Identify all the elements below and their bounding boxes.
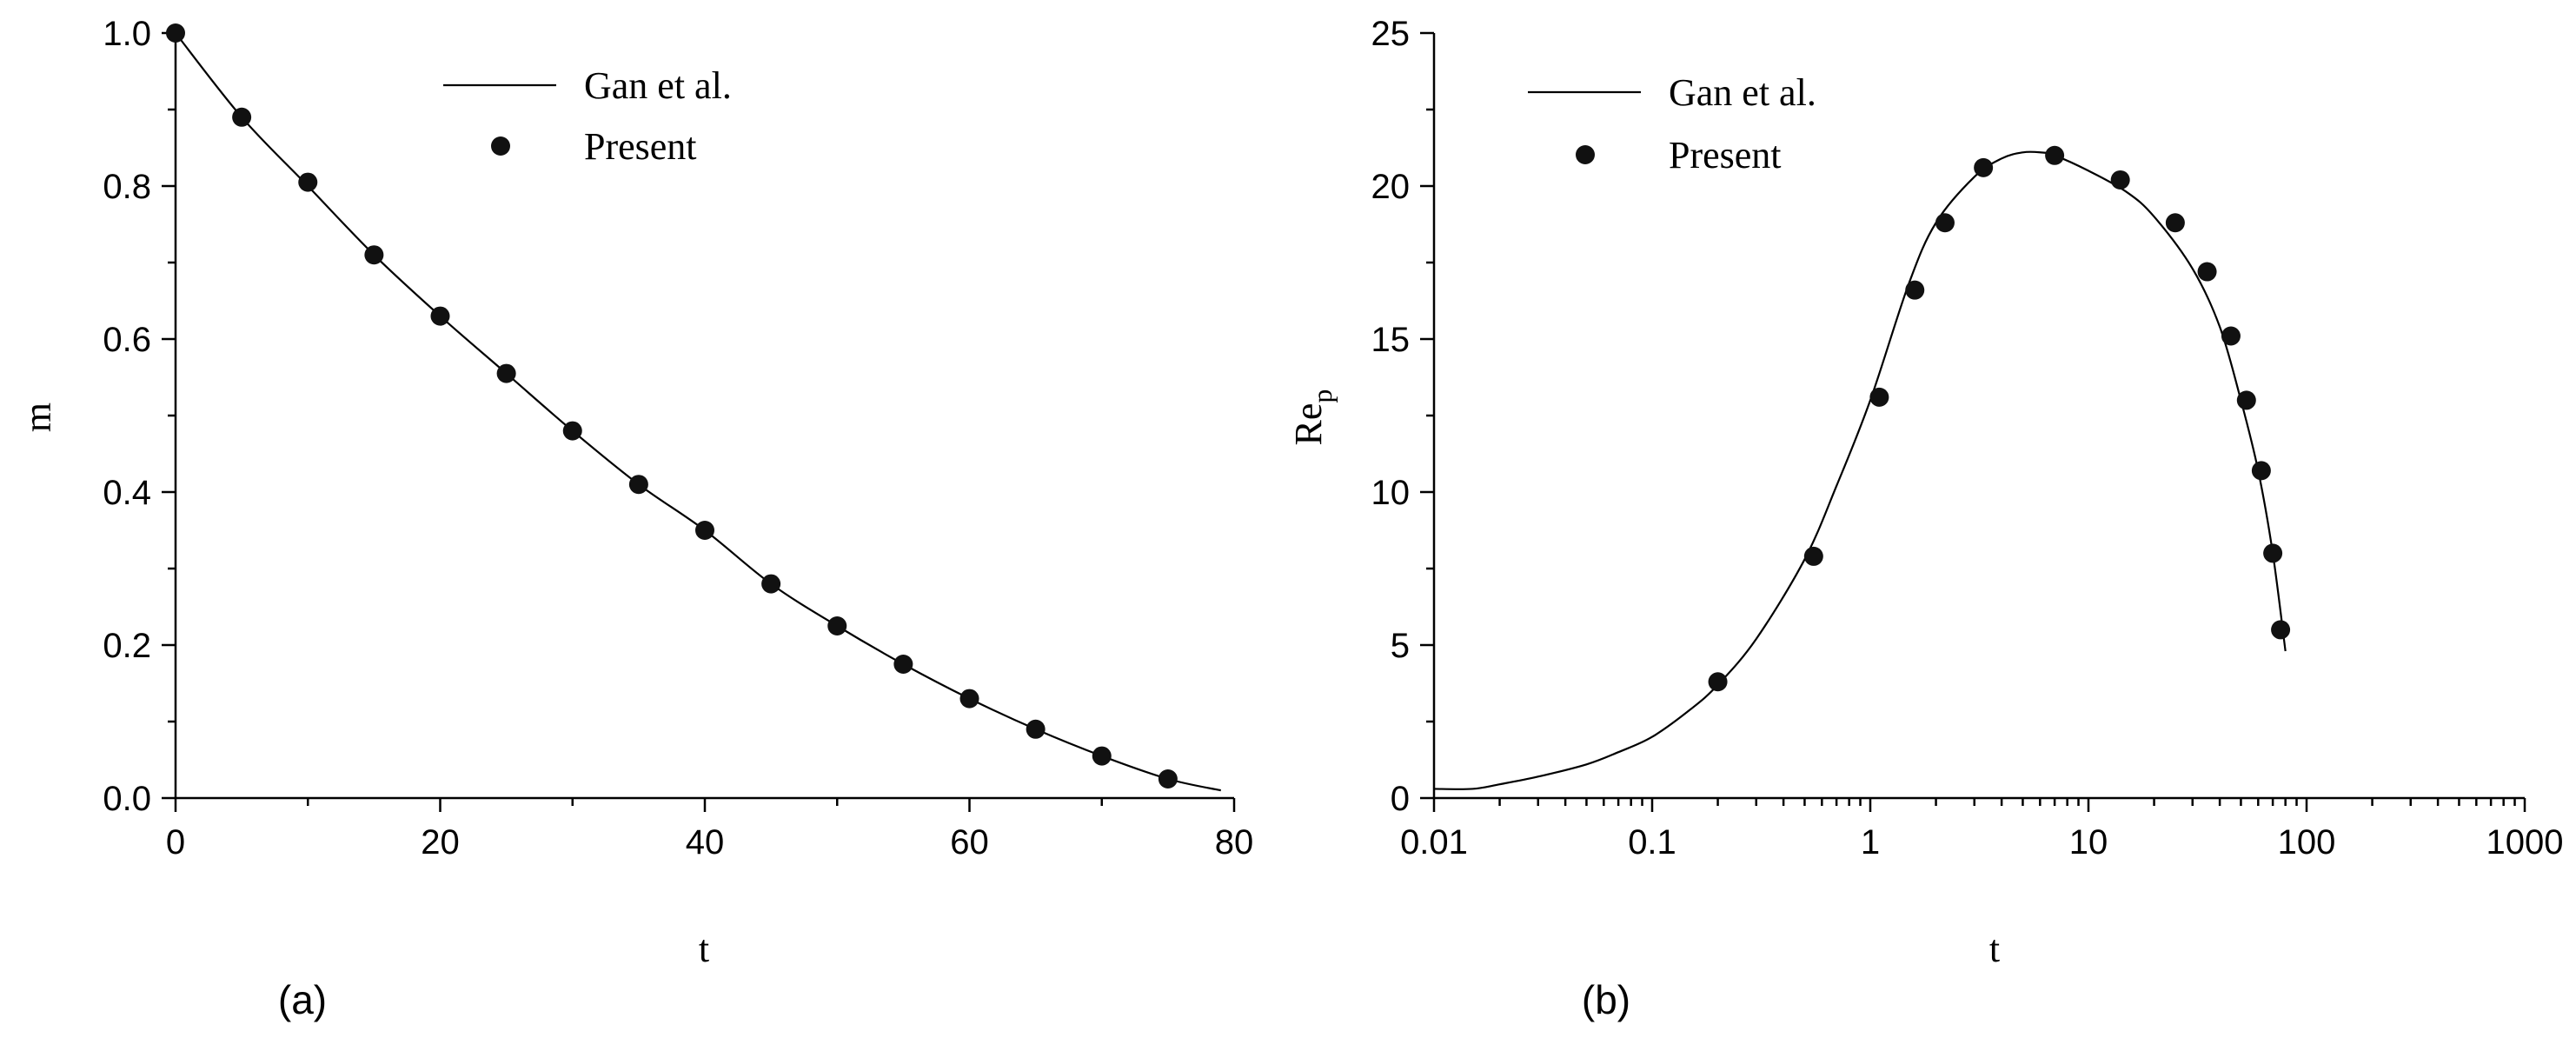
chart-b-data-point-present [1935, 213, 1955, 233]
chart-b-data-point-present [1803, 546, 1823, 566]
chart-b-data-point-present [2045, 145, 2065, 165]
chart-a-data-point-present [166, 23, 185, 43]
chart-b-x-tick-label: 0.1 [1628, 823, 1676, 862]
chart-b-data-point-present [2110, 170, 2130, 190]
chart-a-y-tick-label: 0.6 [103, 321, 151, 359]
chart-b-y-axis-title-subscript: p [1306, 389, 1338, 403]
chart-a-y-tick-label: 0.4 [103, 474, 151, 512]
chart-b-legend-marker-swatch [1576, 145, 1595, 164]
chart-a-legend: Gan et al. Present [443, 64, 732, 168]
chart-b-data-point-present [1708, 672, 1728, 692]
chart-b-y-ticks: 0 5 10 15 20 25 [1371, 15, 1434, 818]
chart-b-x-tick-label: 10 [2069, 823, 2108, 862]
chart-a-data-point-present [562, 421, 582, 441]
chart-a-data-point-present [298, 172, 318, 192]
chart-a-series-line-gan-et-al [175, 32, 1222, 792]
chart-b-y-tick-label: 25 [1371, 15, 1411, 53]
chart-a-data-point-present [1092, 746, 1112, 766]
chart-b-y-tick-label: 10 [1371, 474, 1411, 512]
chart-a-data-point-present [695, 521, 714, 540]
chart-a-data-point-present [430, 306, 450, 326]
chart-b-x-ticks: 0.01 0.1 1 10 100 1000 [1400, 798, 2563, 862]
chart-b-data-point-present [1974, 157, 1994, 177]
chart-a-x-tick-label: 60 [950, 823, 989, 862]
chart-a-data-point-present [496, 363, 516, 383]
chart-a-panel-label: (a) [278, 977, 327, 1022]
chart-b-panel-label: (b) [1582, 977, 1630, 1022]
chart-a-legend-marker-swatch [491, 136, 510, 156]
chart-a-series [166, 23, 1222, 792]
chart-b-y-axis-title-main: Re [1287, 403, 1330, 446]
chart-b-x-tick-label: 1 [1861, 823, 1880, 862]
chart-a-data-point-present [959, 689, 979, 709]
chart-panel-b: 0.01 0.1 1 10 100 1000 0 5 10 15 20 25 t Rep Gan e… [1287, 15, 2563, 1022]
chart-panel-a: 0 20 40 60 80 0.0 0.2 0.4 0.6 0.8 1.0 t m Gan et … [17, 15, 1253, 1022]
chart-a-data-point-present [364, 245, 384, 265]
chart-b-data-point-present [2263, 543, 2283, 563]
chart-a-legend-entry-gan: Gan et al. [584, 64, 732, 107]
chart-a-x-tick-label: 80 [1215, 823, 1254, 862]
chart-a-data-point-present [1026, 719, 1046, 739]
chart-b-x-tick-label: 1000 [2486, 823, 2564, 862]
chart-a-y-tick-label: 0.2 [103, 627, 151, 665]
chart-b-x-tick-label: 0.01 [1400, 823, 1468, 862]
chart-a-x-tick-label: 20 [421, 823, 460, 862]
chart-a-y-axis-title: m [17, 403, 59, 432]
chart-b-data-point-present [1905, 280, 1925, 300]
chart-a-y-tick-label: 1.0 [103, 15, 151, 53]
chart-b-series [1433, 145, 2291, 790]
chart-b-data-point-present [1869, 387, 1889, 407]
chart-b-series-line-gan-et-al [1433, 150, 2287, 790]
chart-a-x-tick-label: 0 [166, 823, 185, 862]
chart-b-data-point-present [2271, 620, 2291, 640]
chart-a-data-point-present [761, 574, 781, 594]
chart-a-x-tick-label: 40 [686, 823, 725, 862]
chart-a-y-tick-label: 0.0 [103, 780, 151, 818]
chart-a-data-point-present [232, 107, 252, 127]
chart-b-y-tick-label: 0 [1391, 780, 1410, 818]
chart-b-y-axis-title: Rep [1287, 389, 1338, 446]
chart-b-legend-entry-gan: Gan et al. [1669, 71, 1816, 114]
chart-a-data-point-present [628, 475, 648, 495]
chart-b-data-point-present [2221, 326, 2241, 346]
chart-b-y-tick-label: 15 [1371, 321, 1411, 359]
chart-b-data-point-present [2197, 262, 2217, 282]
chart-a-data-point-present [893, 655, 913, 674]
chart-a-axes [174, 33, 1234, 800]
chart-b-x-tick-label: 100 [2278, 823, 2336, 862]
chart-a-x-axis-title: t [699, 928, 709, 970]
chart-b-x-axis-title: t [1989, 928, 2000, 970]
chart-a-y-tick-label: 0.8 [103, 168, 151, 206]
chart-b-data-point-present [2236, 390, 2256, 410]
chart-b-axes [1432, 33, 2525, 800]
chart-b-data-point-present [2165, 213, 2185, 233]
chart-a-y-ticks: 0.0 0.2 0.4 0.6 0.8 1.0 [103, 15, 176, 818]
chart-a-data-point-present [1158, 769, 1178, 788]
chart-b-y-tick-label: 20 [1371, 168, 1411, 206]
chart-b-legend-entry-present: Present [1669, 134, 1782, 176]
chart-a-x-ticks: 0 20 40 60 80 [166, 798, 1253, 862]
chart-b-data-point-present [2251, 461, 2271, 481]
chart-b-y-tick-label: 5 [1391, 627, 1410, 665]
chart-a-data-point-present [827, 616, 847, 635]
chart-a-legend-entry-present: Present [584, 125, 697, 168]
chart-b-legend: Gan et al. Present [1528, 71, 1816, 176]
